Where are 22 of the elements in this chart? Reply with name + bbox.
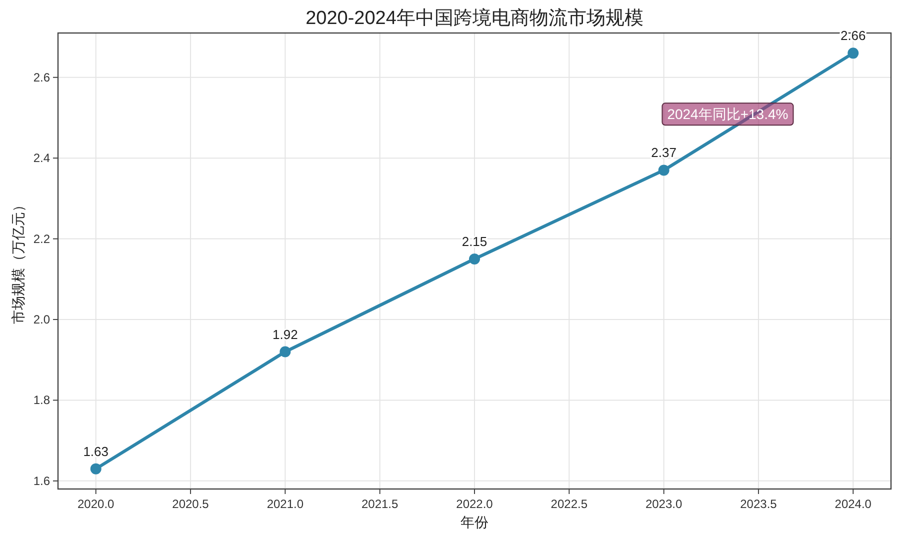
- y-tick: 1.8: [33, 393, 50, 408]
- y-tick: 2.2: [33, 232, 50, 246]
- data-label: 1.92: [272, 326, 298, 342]
- x-tick: 2024.0: [834, 497, 872, 511]
- y-tick: 2.0: [33, 312, 50, 327]
- x-tick: 2021.0: [266, 497, 304, 511]
- x-tick: 2020.5: [172, 497, 209, 511]
- x-tick: 2023.0: [645, 497, 682, 511]
- y-tick: 1.6: [33, 474, 50, 488]
- data-label: 2.15: [462, 234, 488, 249]
- data-label: 1.63: [83, 444, 109, 459]
- x-tick: 2022.5: [550, 497, 588, 511]
- x-tick: 2023.5: [740, 497, 777, 511]
- x-tick: 2022.0: [456, 497, 493, 511]
- y-tick: 2.4: [33, 151, 50, 166]
- y-tick: 2.6: [33, 70, 50, 84]
- x-tick: 2021.5: [362, 497, 398, 511]
- ylabel: 市场规模（万亿元）: [10, 198, 26, 324]
- data-label: 2.37: [651, 145, 676, 160]
- xlabel: 年份: [460, 514, 488, 530]
- title: 2020-2024年中国跨境电商物流市场规模: [306, 8, 644, 29]
- x-tick: 2020.0: [78, 497, 114, 511]
